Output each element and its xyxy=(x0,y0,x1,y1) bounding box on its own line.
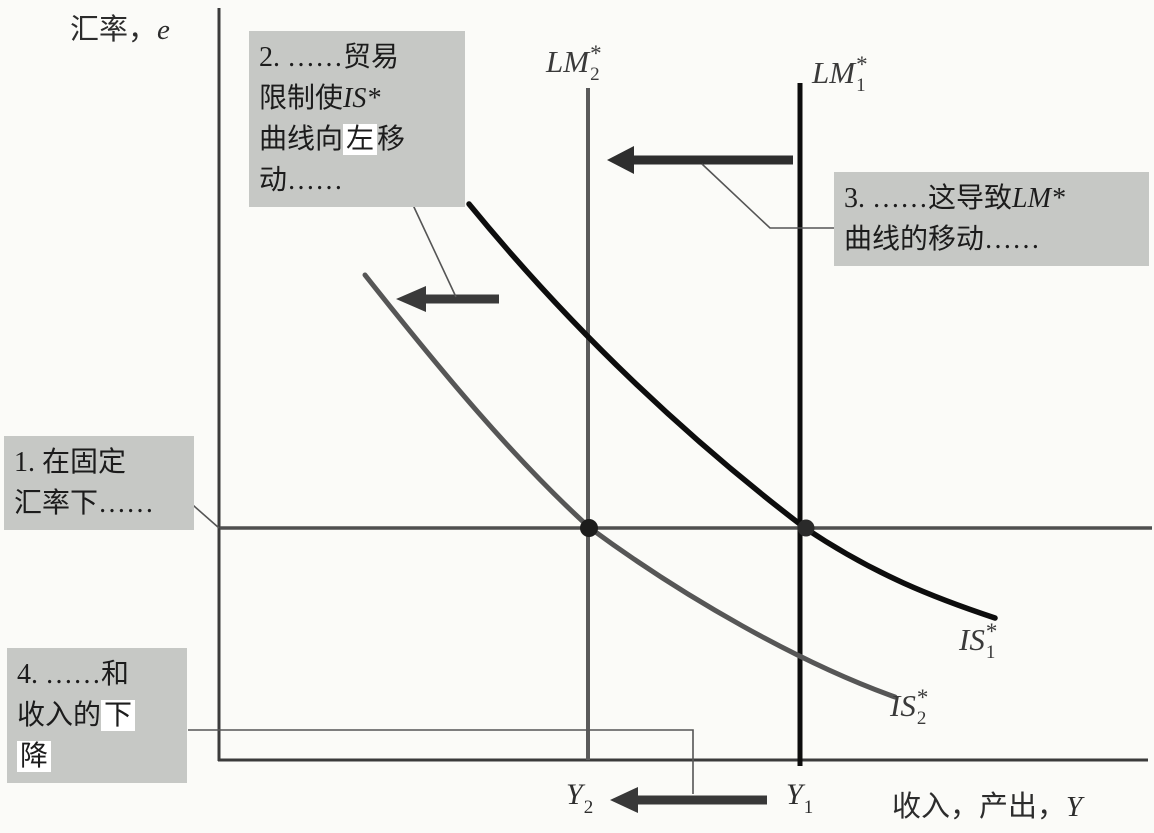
box2-line3: 曲线向左移 xyxy=(259,124,406,155)
box2-connector xyxy=(412,204,457,298)
lm1-curve-label: LM * 1 xyxy=(812,52,872,96)
lm2-base: LM xyxy=(546,44,590,79)
box1-line1: 1. 在固定 xyxy=(14,447,127,478)
box4-line1: 4. ……和 xyxy=(17,659,130,690)
is1-curve xyxy=(466,201,998,621)
box4-line2: 收入的下 xyxy=(17,695,177,736)
y-axis-variable: e xyxy=(157,14,170,46)
box2-line4: 动…… xyxy=(259,165,344,196)
x-axis-label-text: 收入，产出， xyxy=(892,791,1067,823)
is1-supsub: * 1 xyxy=(985,619,998,663)
is-shift-arrow xyxy=(396,286,499,312)
lm2-curve-label: LM * 2 xyxy=(546,41,606,85)
box2-line2: 限制使IS* xyxy=(259,83,381,114)
lm1-base: LM xyxy=(812,55,856,90)
is2-base: IS xyxy=(890,688,916,723)
x-tick-y2: Y2 xyxy=(566,778,593,819)
lm2-supsub: * 2 xyxy=(590,41,602,85)
x-tick-y1: Y1 xyxy=(786,778,813,819)
y1-sub: 1 xyxy=(803,797,814,818)
box3-lm-math: LM* xyxy=(1012,183,1065,214)
x-axis-variable: Y xyxy=(1066,791,1083,823)
box2-is-math: IS* xyxy=(343,83,381,114)
box4-connector xyxy=(188,729,694,794)
box2-highlight-char: 左 xyxy=(343,124,378,155)
is1-base: IS xyxy=(959,622,985,657)
equilibrium-dot-initial xyxy=(797,519,815,537)
box3-line1: 3. ……这导致LM* xyxy=(844,183,1065,214)
note-box-1-fixed-rate: 1. 在固定 汇率下…… xyxy=(4,436,194,530)
income-shift-arrow xyxy=(610,787,767,813)
note-box-4-income-fall: 4. ……和 收入的下 降 xyxy=(7,648,187,783)
equilibrium-dot-new xyxy=(580,519,598,537)
is2-supsub: * 2 xyxy=(916,685,929,729)
is2-curve-label: IS * 2 xyxy=(890,685,933,729)
is2-curve xyxy=(362,272,898,700)
is1-curve-label: IS * 1 xyxy=(959,619,1002,663)
y1-base: Y xyxy=(786,778,803,811)
box3-connector xyxy=(701,163,836,229)
box1-line2: 汇率下…… xyxy=(14,488,155,519)
lm-shift-arrow xyxy=(607,146,793,174)
box2-line1: 2. ……贸易 xyxy=(259,42,400,73)
y-axis-label-text: 汇率， xyxy=(70,14,158,46)
box3-line2: 曲线的移动…… xyxy=(844,224,1041,255)
y2-base: Y xyxy=(566,778,583,811)
box4-highlight-char-2: 降 xyxy=(17,741,52,772)
note-box-3-lm-shift: 3. ……这导致LM* 曲线的移动…… xyxy=(834,172,1149,266)
box4-highlight-char-1: 下 xyxy=(101,700,136,731)
x-axis-label: 收入，产出，Y xyxy=(892,783,1082,825)
y-axis-label: 汇率，e xyxy=(70,6,170,48)
note-box-2-trade-restriction: 2. ……贸易 限制使IS* 曲线向左移 动…… xyxy=(249,31,465,207)
y2-sub: 2 xyxy=(583,797,594,818)
lm1-supsub: * 1 xyxy=(856,52,868,96)
box4-line3: 降 xyxy=(17,736,177,777)
